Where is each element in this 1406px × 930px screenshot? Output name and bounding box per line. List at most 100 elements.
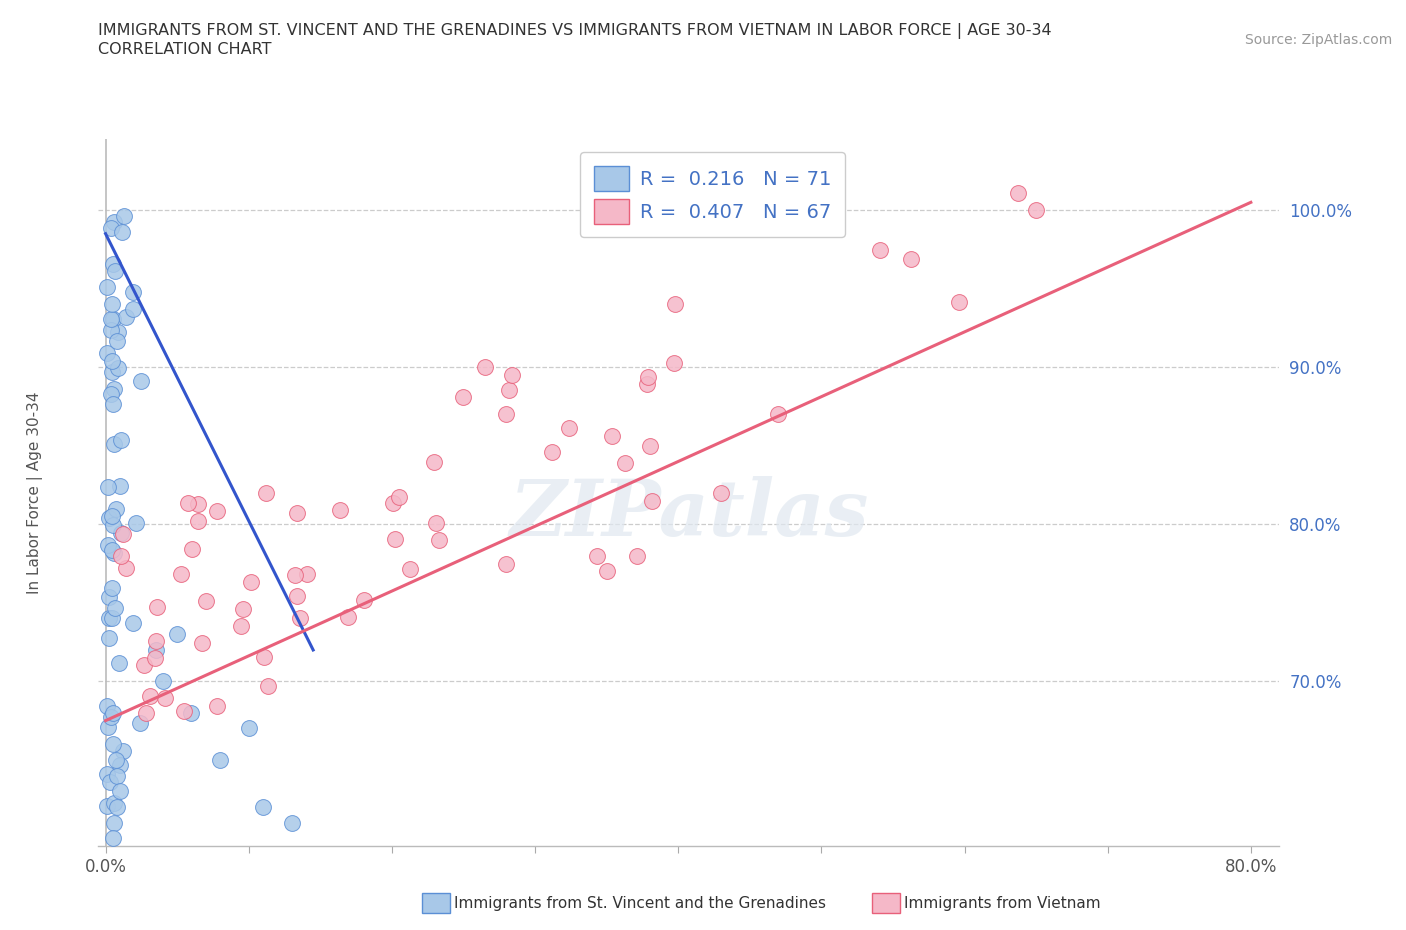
Point <box>100 710 122 724</box>
Point <box>453 390 475 405</box>
Point <box>101 256 124 271</box>
Point <box>100 581 122 596</box>
Point <box>232 602 254 617</box>
Point <box>768 407 790 422</box>
Point <box>100 312 122 326</box>
Point <box>353 592 375 607</box>
Point <box>586 549 609 564</box>
Point <box>637 370 659 385</box>
Point <box>101 508 124 523</box>
Point <box>177 496 200 511</box>
Point <box>252 649 274 664</box>
Point <box>96 799 118 814</box>
Point <box>104 263 127 278</box>
Point <box>107 360 129 375</box>
Point <box>170 567 193 582</box>
Point <box>103 381 125 396</box>
Legend: R =  0.216   N = 71, R =  0.407   N = 67: R = 0.216 N = 71, R = 0.407 N = 67 <box>579 153 845 237</box>
Point <box>100 323 122 338</box>
Point <box>101 365 124 380</box>
Point <box>101 705 124 720</box>
Point <box>166 627 188 642</box>
Point <box>614 456 637 471</box>
Text: Immigrants from Vietnam: Immigrants from Vietnam <box>904 896 1101 910</box>
Point <box>105 502 128 517</box>
Point <box>329 503 352 518</box>
Point <box>101 396 124 411</box>
Point <box>97 480 120 495</box>
Point <box>297 567 319 582</box>
Point <box>381 496 404 511</box>
Point <box>180 705 202 720</box>
Point <box>285 506 308 521</box>
Point <box>207 698 229 713</box>
Point <box>191 635 214 650</box>
Point <box>103 816 125 830</box>
Point <box>425 516 447 531</box>
Point <box>96 767 118 782</box>
Point <box>254 485 277 500</box>
Point <box>252 800 274 815</box>
Point <box>664 297 686 312</box>
Point <box>107 656 129 671</box>
Point <box>101 312 124 326</box>
Point <box>595 564 617 578</box>
Point <box>287 589 309 604</box>
Point <box>131 373 153 388</box>
Point <box>423 455 446 470</box>
Point <box>231 618 253 633</box>
Point <box>152 674 174 689</box>
Point <box>103 545 125 560</box>
Point <box>101 610 124 625</box>
Point <box>710 485 733 500</box>
Point <box>238 721 260 736</box>
Point <box>558 421 581 436</box>
Point <box>498 383 520 398</box>
Point <box>98 610 121 625</box>
Point <box>103 214 125 229</box>
Point <box>101 297 124 312</box>
Point <box>100 386 122 401</box>
Point <box>600 429 623 444</box>
Point <box>103 436 125 451</box>
Point <box>474 360 496 375</box>
Point <box>187 513 209 528</box>
Point <box>121 301 143 316</box>
Point <box>636 377 658 392</box>
Point <box>125 516 148 531</box>
Point <box>145 634 167 649</box>
Text: Immigrants from St. Vincent and the Grenadines: Immigrants from St. Vincent and the Gren… <box>454 896 827 910</box>
Point <box>108 784 131 799</box>
Point <box>132 658 155 672</box>
Point <box>112 208 135 223</box>
Point <box>105 334 128 349</box>
Point <box>105 768 128 783</box>
Point <box>900 252 922 267</box>
Point <box>114 561 136 576</box>
Point <box>110 549 132 564</box>
Point <box>98 775 121 790</box>
Point <box>280 816 302 830</box>
Point <box>240 575 263 590</box>
Point <box>101 737 124 751</box>
Point <box>209 752 232 767</box>
Point <box>103 795 125 810</box>
Point <box>110 478 132 493</box>
Point <box>100 220 122 235</box>
Point <box>495 407 517 422</box>
Point <box>129 716 152 731</box>
Point <box>427 533 450 548</box>
Point <box>101 831 124 846</box>
Point <box>122 285 145 299</box>
Point <box>107 325 129 339</box>
Point <box>122 616 145 631</box>
Point <box>104 752 127 767</box>
Point <box>97 719 120 734</box>
Point <box>112 526 135 541</box>
Text: CORRELATION CHART: CORRELATION CHART <box>98 42 271 57</box>
Point <box>135 705 157 720</box>
Point <box>101 353 124 368</box>
Point <box>399 562 422 577</box>
Point <box>104 601 127 616</box>
Point <box>103 517 125 532</box>
